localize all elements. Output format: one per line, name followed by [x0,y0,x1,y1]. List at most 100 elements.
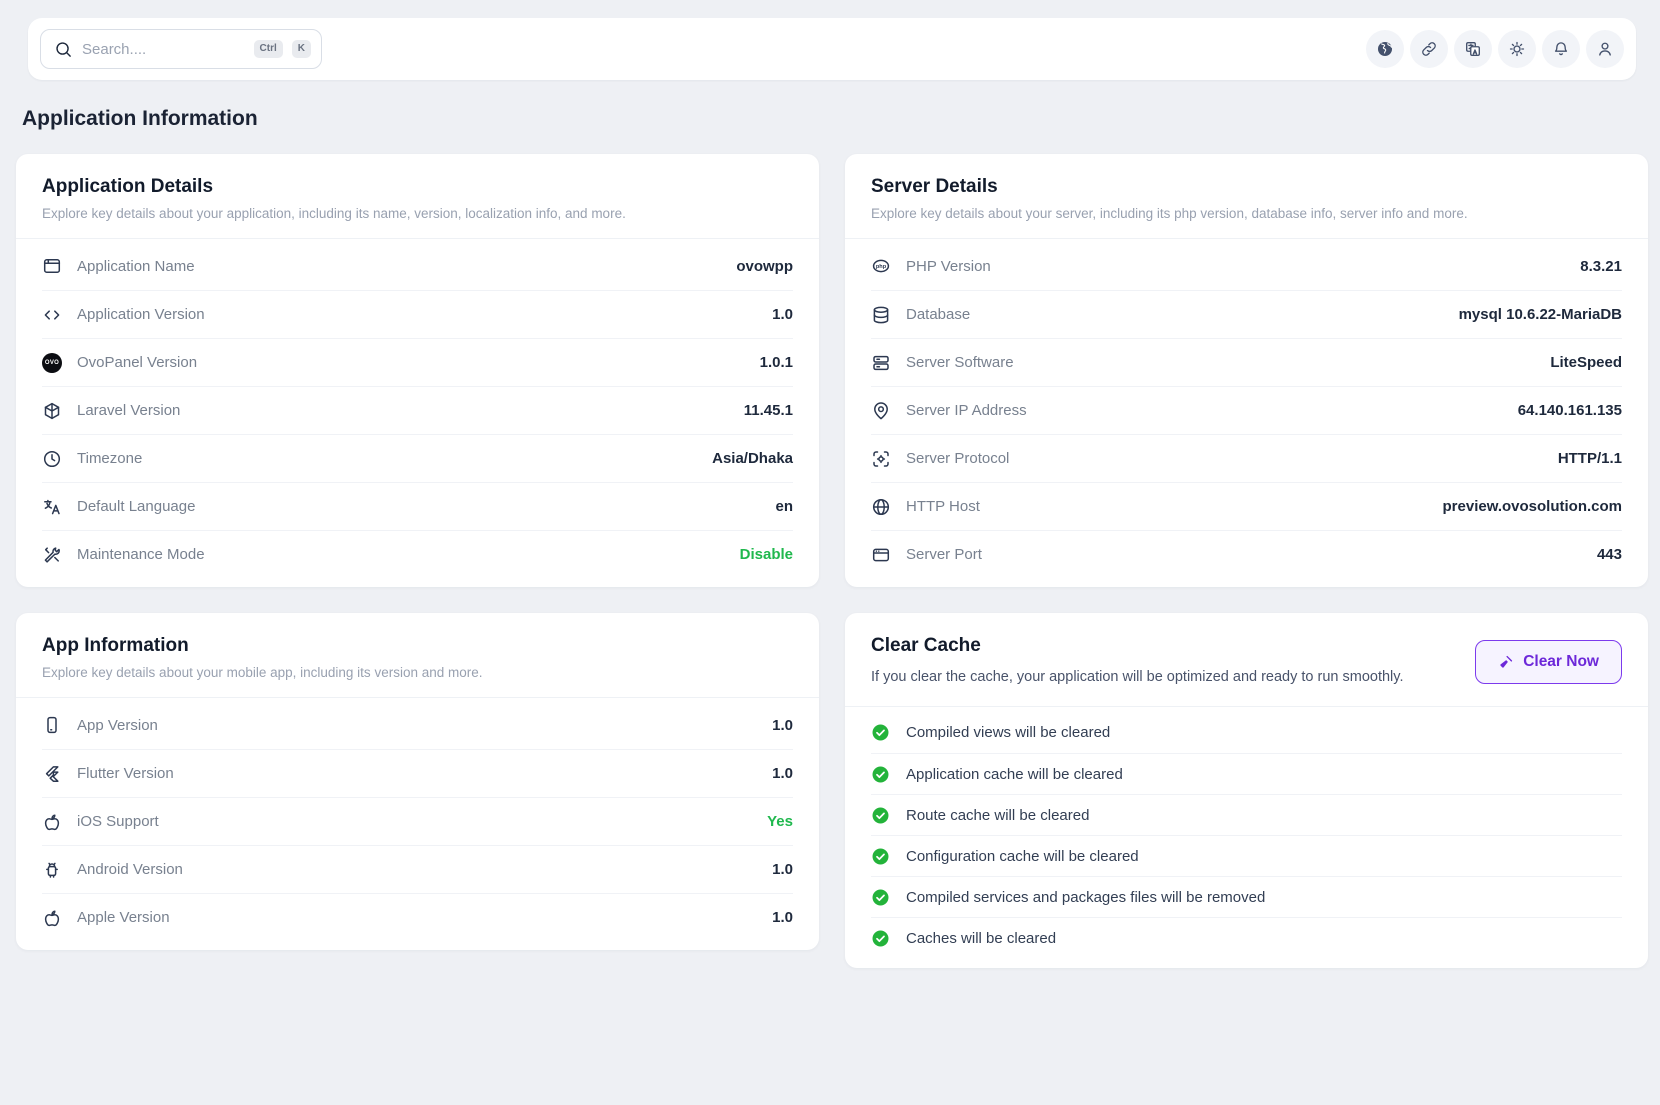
translate-docs-icon [1464,40,1482,58]
detail-row: iOS Support Yes [42,797,793,845]
android-icon [42,860,62,880]
code-icon [42,305,62,325]
cache-item-label: Application cache will be cleared [906,765,1123,783]
clock-icon [42,449,62,469]
detail-row: Laravel Version 11.45.1 [42,386,793,434]
detail-row: Server IP Address 64.140.161.135 [871,386,1622,434]
row-label: Server Port [906,546,982,563]
ovo-badge-icon: OVO [42,352,62,373]
clear-now-label: Clear Now [1523,652,1599,670]
cache-item: Route cache will be cleared [871,794,1622,835]
search-icon [54,40,73,59]
card-header: Application Details Explore key details … [16,154,819,239]
card-application-details: Application Details Explore key details … [16,154,819,587]
theme-toggle-button[interactable] [1498,30,1536,68]
row-label: Server Protocol [906,450,1010,467]
row-value: mysql 10.6.22-MariaDB [1458,306,1622,323]
row-label: Application Version [77,306,205,323]
translate-button[interactable] [1454,30,1492,68]
topbar-actions [1366,30,1624,68]
cache-item-label: Compiled services and packages files wil… [906,888,1266,906]
content-grid: Application Details Explore key details … [16,154,1648,969]
card-subtitle: Explore key details about your mobile ap… [42,665,483,680]
detail-row: App Version 1.0 [42,701,793,749]
row-label: Application Name [77,257,195,275]
clear-now-button[interactable]: Clear Now [1475,639,1622,684]
cache-item-label: Configuration cache will be cleared [906,847,1139,865]
card-title: App Information [42,635,189,656]
apple-icon [42,908,62,928]
kbd-k: K [291,40,311,58]
card-subtitle: Explore key details about your server, i… [871,206,1468,221]
cache-item: Compiled services and packages files wil… [871,876,1622,917]
database-icon [871,305,891,325]
row-label: HTTP Host [906,498,980,515]
cache-item-label: Compiled views will be cleared [906,724,1111,742]
row-value: ovowpp [736,257,793,275]
card-title: Application Details [42,176,214,197]
check-icon [871,888,890,907]
detail-row: php PHP Version 8.3.21 [871,242,1622,290]
card-header: Server Details Explore key details about… [845,154,1648,239]
cache-item-label: Route cache will be cleared [906,806,1090,824]
detail-row: Server Protocol HTTP/1.1 [871,434,1622,482]
row-value: 1.0 [772,306,793,323]
row-value: 1.0.1 [759,354,793,371]
language-button[interactable] [1366,30,1404,68]
detail-row: Apple Version 1.0 [42,893,793,941]
translate-icon [42,497,62,517]
detail-row: HTTP Host preview.ovosolution.com [871,482,1622,530]
card-title: Server Details [871,176,998,197]
globe-icon [871,497,891,517]
detail-row: Server Software LiteSpeed [871,338,1622,386]
port-icon [871,545,891,565]
page-title: Application Information [22,107,258,130]
row-value: 1.0 [772,909,793,926]
row-label: App Version [77,716,158,734]
tools-icon [42,545,62,565]
row-label: Android Version [77,861,183,878]
link-icon [1420,40,1438,58]
row-value: Disable [739,546,793,563]
row-label: Timezone [77,450,143,467]
check-icon [871,847,890,866]
card-header: Clear Cache If you clear the cache, your… [845,613,1648,708]
check-icon [871,806,890,825]
row-label: Apple Version [77,909,170,926]
row-value: en [775,498,793,515]
row-value: LiteSpeed [1550,354,1622,371]
row-label: Default Language [77,498,196,515]
detail-row: Default Language en [42,482,793,530]
row-label: PHP Version [906,257,991,275]
profile-button[interactable] [1586,30,1624,68]
row-value: 8.3.21 [1580,257,1622,275]
notifications-button[interactable] [1542,30,1580,68]
row-label: Server IP Address [906,402,1027,419]
quick-links-button[interactable] [1410,30,1448,68]
search-box[interactable]: Search.... Ctrl K [40,29,322,69]
apple-icon [42,812,62,832]
cache-item: Application cache will be cleared [871,753,1622,794]
check-icon [871,765,890,784]
detail-rows: php PHP Version 8.3.21 Database mysql 10… [845,239,1648,587]
check-icon [871,929,890,948]
left-column: Application Details Explore key details … [16,154,819,950]
cache-checklist: Compiled views will be cleared Applicati… [845,707,1648,968]
window-icon [42,256,62,276]
flutter-icon [42,764,62,784]
row-value: 1.0 [772,716,793,734]
protocol-icon [871,449,891,469]
search-placeholder: Search.... [82,40,147,58]
check-icon [871,723,890,742]
cache-item: Compiled views will be cleared [871,712,1622,753]
detail-rows: App Version 1.0 Flutter Version 1.0 iOS … [16,698,819,950]
card-title: Clear Cache [871,635,981,656]
row-label: OvoPanel Version [77,354,198,371]
top-header: Search.... Ctrl K [28,18,1636,80]
row-value: preview.ovosolution.com [1442,498,1622,515]
clear-cache-text: Clear Cache If you clear the cache, your… [871,635,1404,688]
kbd-ctrl: Ctrl [253,40,283,58]
row-label: iOS Support [77,813,159,830]
bell-icon [1552,40,1570,58]
row-label: Maintenance Mode [77,546,205,563]
